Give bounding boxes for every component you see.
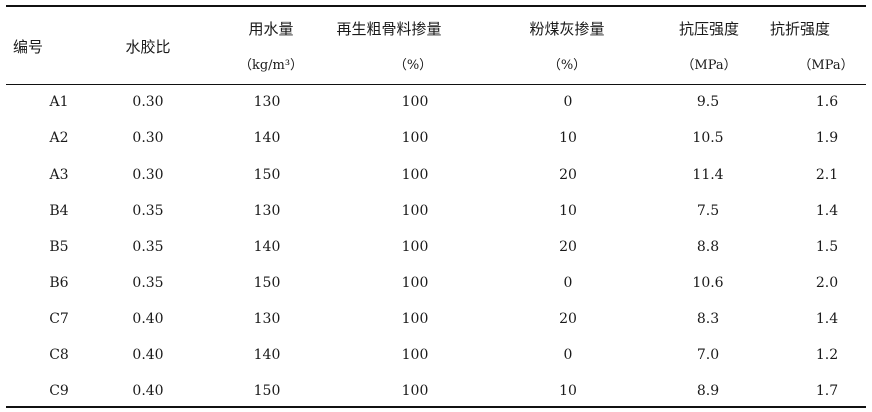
cell-flyash: 20 — [559, 311, 577, 327]
cell-flyash: 0 — [563, 275, 573, 291]
table-row: C8 0.40 140 100 0 7.0 1.2 — [0, 346, 872, 364]
cell-compressive: 8.8 — [696, 239, 720, 255]
cell-flyash: 10 — [559, 383, 577, 399]
cell-rca: 100 — [401, 130, 429, 146]
cell-id: C9 — [49, 383, 69, 399]
cell-id: C8 — [49, 347, 69, 363]
cell-compressive: 7.0 — [696, 347, 720, 363]
cell-wb-ratio: 0.40 — [132, 383, 164, 399]
cell-flexural: 1.9 — [815, 130, 839, 146]
cell-wb-ratio: 0.30 — [132, 94, 164, 110]
cell-compressive: 8.9 — [696, 383, 720, 399]
cell-flexural: 2.0 — [815, 275, 839, 291]
cell-water: 150 — [253, 167, 281, 183]
cell-wb-ratio: 0.35 — [132, 203, 164, 219]
header-water-unit: （kg/m³） — [238, 58, 304, 73]
cell-wb-ratio: 0.30 — [132, 167, 164, 183]
header-flyash-unit: （%） — [547, 58, 587, 73]
cell-compressive: 10.6 — [692, 275, 724, 291]
table-bottom-rule — [6, 406, 866, 408]
cell-flexural: 1.5 — [815, 239, 839, 255]
header-id: 编号 — [13, 38, 44, 56]
cell-flyash: 10 — [559, 203, 577, 219]
cell-wb-ratio: 0.30 — [132, 130, 164, 146]
cell-flyash: 20 — [559, 167, 577, 183]
cell-id: A3 — [49, 167, 69, 183]
header-rca-unit: （%） — [393, 58, 433, 73]
header-compressive-unit: （MPa） — [681, 58, 737, 73]
cell-compressive: 9.5 — [696, 94, 720, 110]
cell-id: A2 — [49, 130, 69, 146]
cell-water: 140 — [253, 347, 281, 363]
cell-rca: 100 — [401, 275, 429, 291]
cell-flexural: 1.2 — [815, 347, 839, 363]
cell-id: A1 — [49, 94, 69, 110]
header-flyash: 粉煤灰掺量 — [529, 20, 605, 38]
table-top-rule — [6, 5, 866, 7]
cell-water: 130 — [253, 203, 281, 219]
cell-compressive: 10.5 — [692, 130, 724, 146]
cell-rca: 100 — [401, 311, 429, 327]
cell-water: 140 — [253, 130, 281, 146]
header-water: 用水量 — [248, 20, 294, 38]
cell-rca: 100 — [401, 203, 429, 219]
cell-flexural: 1.4 — [815, 203, 839, 219]
cell-wb-ratio: 0.35 — [132, 239, 164, 255]
cell-flexural: 1.7 — [815, 383, 839, 399]
cell-compressive: 8.3 — [696, 311, 720, 327]
cell-water: 150 — [253, 383, 281, 399]
cell-water: 140 — [253, 239, 281, 255]
cell-flyash: 0 — [563, 347, 573, 363]
cell-id: B6 — [49, 275, 69, 291]
cell-compressive: 7.5 — [696, 203, 720, 219]
cell-id: C7 — [49, 311, 69, 327]
table-header-rule — [6, 84, 866, 85]
cell-id: B5 — [49, 239, 69, 255]
header-flexural-unit: （MPa） — [798, 58, 854, 73]
cell-flyash: 0 — [563, 94, 573, 110]
cell-flexural: 1.4 — [815, 311, 839, 327]
cell-water: 130 — [253, 94, 281, 110]
cell-wb-ratio: 0.40 — [132, 347, 164, 363]
cell-wb-ratio: 0.40 — [132, 311, 164, 327]
cell-compressive: 11.4 — [692, 167, 724, 183]
cell-flexural: 1.6 — [815, 94, 839, 110]
cell-flyash: 20 — [559, 239, 577, 255]
header-wb-ratio: 水胶比 — [125, 38, 171, 56]
table-row: B5 0.35 140 100 20 8.8 1.5 — [0, 238, 872, 256]
cell-rca: 100 — [401, 383, 429, 399]
header-flexural: 抗折强度 — [769, 20, 831, 38]
header-rca: 再生粗骨料掺量 — [336, 20, 442, 38]
table-row: A2 0.30 140 100 10 10.5 1.9 — [0, 129, 872, 147]
cell-flyash: 10 — [559, 130, 577, 146]
cell-flexural: 2.1 — [815, 167, 839, 183]
table-row: A1 0.30 130 100 0 9.5 1.6 — [0, 93, 872, 111]
table-row: C7 0.40 130 100 20 8.3 1.4 — [0, 310, 872, 328]
table-row: A3 0.30 150 100 20 11.4 2.1 — [0, 166, 872, 184]
cell-wb-ratio: 0.35 — [132, 275, 164, 291]
cell-water: 130 — [253, 311, 281, 327]
cell-rca: 100 — [401, 347, 429, 363]
cell-id: B4 — [49, 203, 69, 219]
table-row: B6 0.35 150 100 0 10.6 2.0 — [0, 274, 872, 292]
header-compressive: 抗压强度 — [678, 20, 740, 38]
cell-rca: 100 — [401, 167, 429, 183]
table-row: B4 0.35 130 100 10 7.5 1.4 — [0, 202, 872, 220]
cell-water: 150 — [253, 275, 281, 291]
table-row: C9 0.40 150 100 10 8.9 1.7 — [0, 382, 872, 400]
cell-rca: 100 — [401, 239, 429, 255]
cell-rca: 100 — [401, 94, 429, 110]
